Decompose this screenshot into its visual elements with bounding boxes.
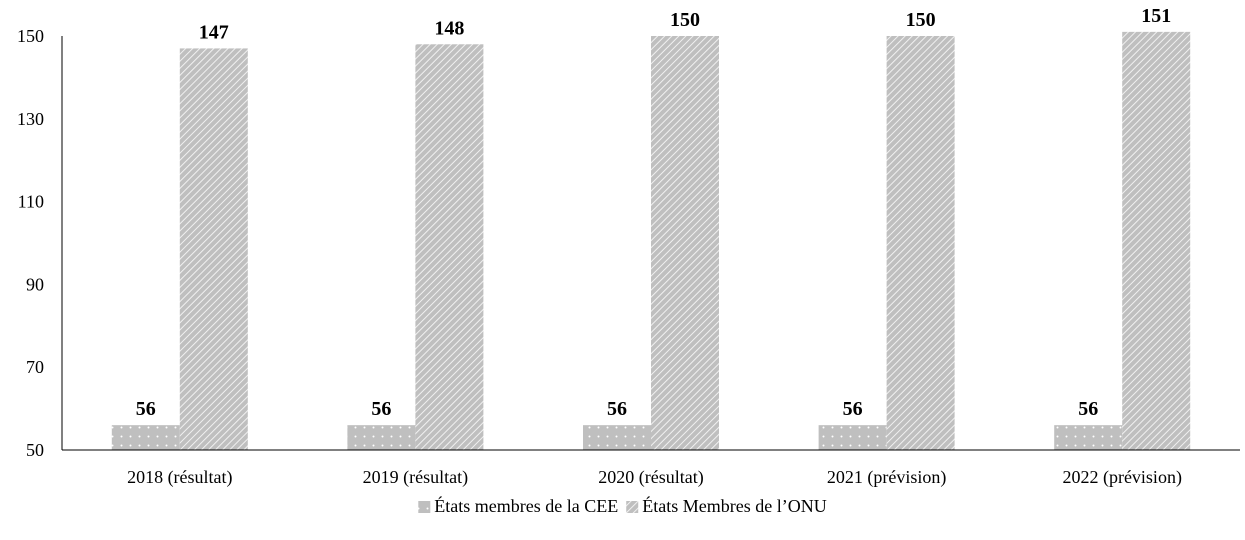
- bar-onu: [179, 48, 248, 451]
- bar-onu: [651, 36, 719, 450]
- legend-swatch-onu: [626, 501, 639, 513]
- y-tick-label: 70: [26, 357, 44, 377]
- data-label-onu: 148: [434, 17, 464, 39]
- y-tick-label: 50: [26, 440, 44, 460]
- y-tick-label: 150: [17, 26, 44, 46]
- legend-label: États Membres de l’ONU: [642, 495, 826, 516]
- y-tick-label: 110: [18, 192, 44, 212]
- data-labels: 56 147 56 148 56 150 56 150 56 151: [136, 5, 1171, 420]
- bar-cee: [347, 425, 416, 450]
- bar-onu: [1122, 31, 1191, 451]
- legend: États membres de la CEE États Membres de …: [418, 495, 827, 516]
- bars: [111, 31, 1191, 451]
- legend-label: États membres de la CEE: [434, 495, 618, 516]
- data-label-cee: 56: [1078, 398, 1098, 420]
- x-axis: 2018 (résultat) 2019 (résultat) 2020 (résu…: [62, 449, 1240, 488]
- x-category-label: 2021 (prévision): [827, 467, 946, 488]
- data-label-onu: 151: [1141, 5, 1171, 27]
- data-label-onu: 147: [199, 21, 229, 43]
- data-label-onu: 150: [906, 9, 936, 31]
- bar-cee: [1054, 425, 1123, 450]
- bar-cee: [583, 425, 651, 450]
- y-tick-label: 130: [17, 109, 44, 129]
- bar-cee: [111, 425, 180, 450]
- legend-swatch-cee: [418, 501, 431, 513]
- data-label-cee: 56: [136, 398, 156, 420]
- y-axis: 50 70 90 110 130 150: [17, 26, 63, 460]
- data-label-cee: 56: [371, 398, 391, 420]
- x-category-label: 2022 (prévision): [1062, 467, 1181, 488]
- bar-onu: [886, 36, 955, 450]
- bar-cee: [818, 425, 887, 450]
- data-label-cee: 56: [843, 398, 863, 420]
- bar-onu: [415, 44, 484, 450]
- data-label-cee: 56: [607, 398, 627, 420]
- x-category-label: 2019 (résultat): [363, 467, 468, 488]
- x-category-label: 2020 (résultat): [598, 467, 703, 488]
- data-label-onu: 150: [670, 9, 700, 31]
- x-category-label: 2018 (résultat): [127, 467, 232, 488]
- y-tick-label: 90: [26, 274, 44, 294]
